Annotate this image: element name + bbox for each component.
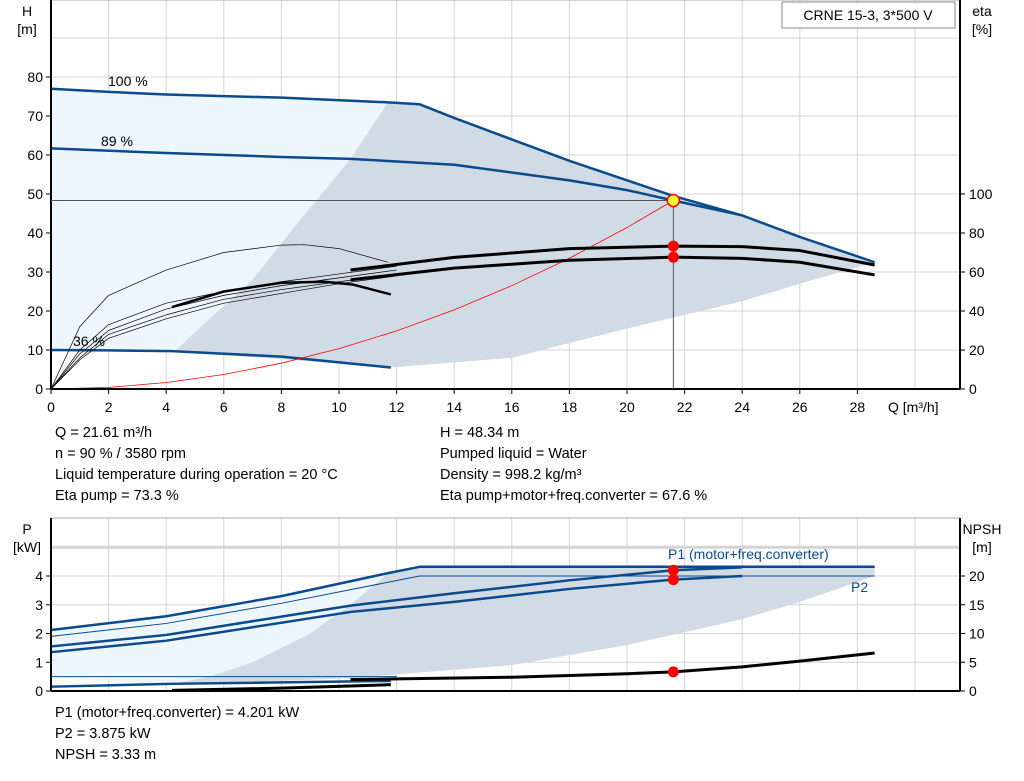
y2-tick-label: 40	[969, 303, 985, 319]
x-tick-label: 4	[162, 399, 170, 415]
y2-tick-label: 100	[969, 186, 993, 202]
y-axis-label: H	[22, 3, 32, 19]
y2-axis-unit: [m]	[972, 539, 991, 555]
y-tick-label: 0	[35, 683, 43, 699]
y-axis-unit: [kW]	[13, 539, 41, 555]
area-light	[51, 573, 388, 686]
y-tick-label: 10	[27, 342, 43, 358]
p1-marker	[667, 564, 679, 576]
legend-p1: P1 (motor+freq.converter)	[668, 546, 829, 562]
chart-title: CRNE 15-3, 3*500 V	[803, 7, 933, 23]
x-tick-label: 8	[278, 399, 286, 415]
speed-label-100: 100 %	[108, 73, 148, 89]
legend-p2: P2	[851, 579, 868, 595]
npsh-marker	[667, 666, 679, 678]
info-p1: P1 (motor+freq.converter) = 4.201 kW	[55, 705, 300, 721]
y-tick-label: 4	[35, 568, 43, 584]
x-tick-label: 0	[47, 399, 55, 415]
info-eta-total: Eta pump+motor+freq.converter = 67.6 %	[440, 488, 708, 504]
series-eta-thin-line	[50, 275, 397, 390]
info-h: H = 48.34 m	[440, 425, 520, 441]
series-curve-thin-line	[50, 575, 875, 637]
y2-axis-unit: [%]	[972, 21, 992, 37]
x-tick-label: 18	[562, 399, 578, 415]
eta-total-marker	[667, 251, 679, 263]
y-tick-label: 40	[27, 225, 43, 241]
y2-tick-label: 20	[969, 568, 985, 584]
series-eta-thin-line	[50, 265, 397, 390]
x-tick-label: 12	[389, 399, 405, 415]
x-tick-label: 6	[220, 399, 228, 415]
series-npsh-line	[350, 651, 875, 681]
series-npsh-line	[171, 683, 391, 692]
y2-tick-label: 0	[969, 381, 977, 397]
y2-tick-label: 5	[969, 654, 977, 670]
y-tick-label: 20	[27, 303, 43, 319]
y2-tick-label: 20	[969, 342, 985, 358]
info-p2: P2 = 3.875 kW	[55, 726, 151, 742]
x-tick-label: 10	[331, 399, 347, 415]
y2-axis-label: NPSH	[963, 521, 1002, 537]
title-box	[781, 1, 956, 29]
p2-marker	[667, 574, 679, 586]
y-tick-label: 3	[35, 597, 43, 613]
series-eta-thin-line	[50, 273, 397, 390]
info-density: Density = 998.2 kg/m³	[440, 467, 582, 483]
y2-tick-label: 0	[969, 683, 977, 699]
x-tick-label: 20	[619, 399, 635, 415]
x-tick-label: 2	[105, 399, 113, 415]
y-tick-label: 30	[27, 264, 43, 280]
series-curve-line	[50, 147, 743, 217]
y-tick-label: 60	[27, 147, 43, 163]
y-axis-unit: [m]	[17, 21, 36, 37]
series-eta-thick-line	[171, 280, 392, 309]
eta-pump-marker	[667, 240, 679, 252]
x-tick-label: 16	[504, 399, 520, 415]
y2-tick-label: 60	[969, 264, 985, 280]
info-q: Q = 21.61 m³/h	[55, 425, 153, 441]
y2-axis-label: eta	[972, 3, 992, 19]
y2-tick-label: 10	[969, 626, 985, 642]
y2-tick-label: 15	[969, 597, 985, 613]
info-liquid: Pumped liquid = Water	[440, 446, 587, 462]
info-eta-pump: Eta pump = 73.3 %	[55, 488, 179, 504]
x-tick-label: 26	[792, 399, 808, 415]
y-tick-label: 0	[35, 381, 43, 397]
area-dark	[174, 102, 875, 368]
x-tick-label: 14	[446, 399, 462, 415]
y-tick-label: 50	[27, 186, 43, 202]
series-eta-thin-line	[50, 269, 397, 390]
y-axis-label: P	[22, 521, 31, 537]
info-speed: n = 90 % / 3580 rpm	[55, 446, 186, 462]
x-tick-label: 22	[677, 399, 693, 415]
x-tick-label: 24	[734, 399, 750, 415]
series-system-line	[50, 200, 674, 390]
series-eta-thin-line	[50, 244, 389, 390]
series-curve-line	[50, 679, 391, 688]
info-temperature: Liquid temperature during operation = 20…	[55, 467, 338, 483]
operating-point-marker	[666, 193, 681, 208]
y-tick-label: 70	[27, 108, 43, 124]
y-tick-label: 1	[35, 654, 43, 670]
y-tick-label: 80	[27, 69, 43, 85]
series-curve-line	[50, 565, 875, 632]
area-light	[51, 88, 388, 352]
speed-label-36: 36 %	[73, 333, 105, 349]
y2-tick-label: 80	[969, 225, 985, 241]
area-dark	[166, 566, 875, 686]
y-tick-label: 2	[35, 626, 43, 642]
speed-label-89: 89 %	[101, 133, 133, 149]
info-npsh: NPSH = 3.33 m	[55, 747, 157, 763]
x-tick-label: 28	[850, 399, 866, 415]
x-axis-label: Q [m³/h]	[888, 399, 939, 415]
